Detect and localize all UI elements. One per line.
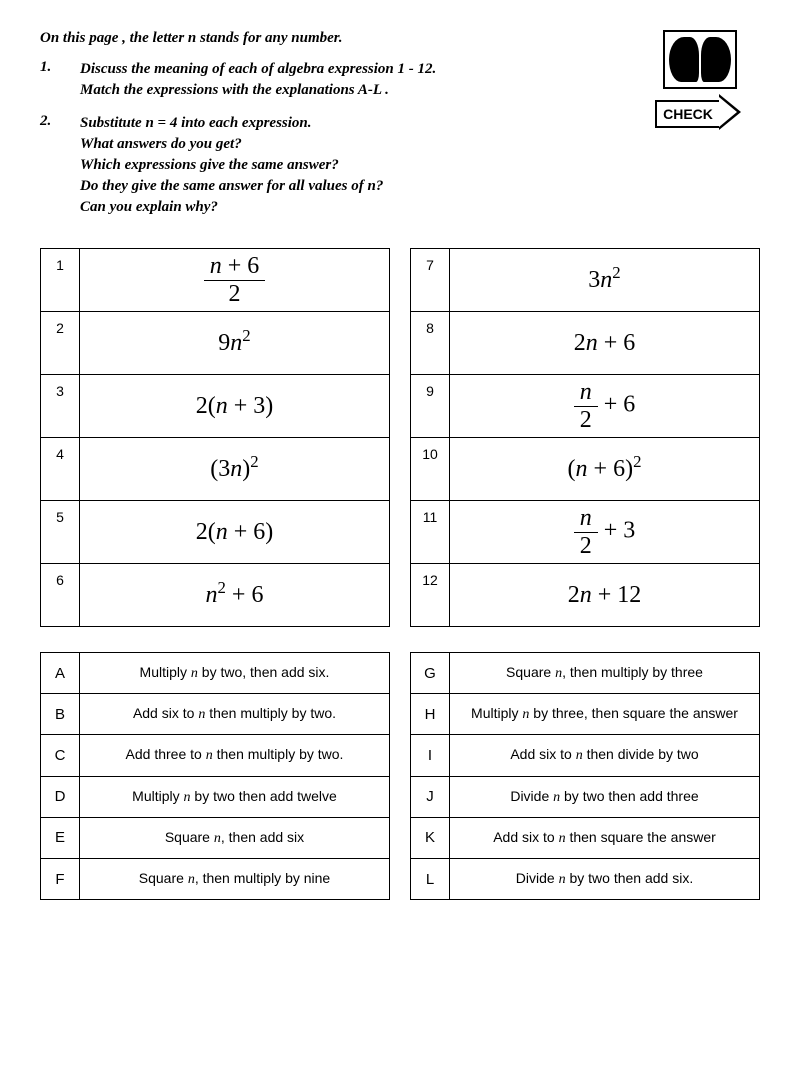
explanation-letter: G [411,653,450,694]
explanation-letter: L [411,858,450,899]
expression-number: 1 [41,249,80,312]
explanation-text: Multiply n by two then add twelve [80,776,390,817]
expression-row: 122n + 12 [411,564,760,627]
explanation-row: KAdd six to n then square the answer [411,817,760,858]
explanation-letter: D [41,776,80,817]
question-line: Do they give the same answer for all val… [80,176,760,197]
explanation-text: Add six to n then divide by two [450,735,760,776]
expression-cell: 3n2 [450,249,760,312]
explanation-text: Divide n by two then add six. [450,858,760,899]
explanation-letter: J [411,776,450,817]
expression-cell: 2(n + 3) [80,375,390,438]
explanation-letter: K [411,817,450,858]
expression-number: 11 [411,501,450,564]
check-arrow: CHECK [655,94,745,130]
question-line: Can you explain why? [80,197,760,218]
expression-row: 6n2 + 6 [41,564,390,627]
question-number: 2. [40,113,80,218]
intro-text: On this page , the letter n stands for a… [40,30,760,47]
question-number: 1. [40,59,80,101]
expression-cell: 2n + 12 [450,564,760,627]
explanation-row: HMultiply n by three, then square the an… [411,694,760,735]
expression-number: 2 [41,312,80,375]
explanation-row: ESquare n, then add six [41,817,390,858]
explanation-letter: C [41,735,80,776]
explanation-text: Add six to n then multiply by two. [80,694,390,735]
explanation-text: Square n, then add six [80,817,390,858]
expression-row: 29n2 [41,312,390,375]
explanation-text: Square n, then multiply by three [450,653,760,694]
check-label: CHECK [655,100,719,128]
explanation-row: JDivide n by two then add three [411,776,760,817]
question-row: 1.Discuss the meaning of each of algebra… [40,59,760,101]
expression-number: 8 [411,312,450,375]
expression-row: 73n2 [411,249,760,312]
explanation-text: Add three to n then multiply by two. [80,735,390,776]
expression-row: 10(n + 6)2 [411,438,760,501]
explanation-row: GSquare n, then multiply by three [411,653,760,694]
two-heads-icon [663,30,737,89]
question-line: Which expressions give the same answer? [80,155,760,176]
expression-cell: (n + 6)2 [450,438,760,501]
explanation-text: Add six to n then square the answer [450,817,760,858]
expression-number: 12 [411,564,450,627]
expression-cell: 9n2 [80,312,390,375]
explanation-letter: F [41,858,80,899]
explanation-letter: E [41,817,80,858]
expression-row: 32(n + 3) [41,375,390,438]
expressions-table-right: 73n282n + 69n2 + 610(n + 6)211n2 + 3122n… [410,248,760,627]
expression-cell: 2(n + 6) [80,501,390,564]
explanation-letter: A [41,653,80,694]
expression-row: 9n2 + 6 [411,375,760,438]
explanations-table-right: GSquare n, then multiply by threeHMultip… [410,652,760,900]
expression-number: 6 [41,564,80,627]
explanations-table-left: AMultiply n by two, then add six.BAdd si… [40,652,390,900]
expression-row: 52(n + 6) [41,501,390,564]
question-row: 2.Substitute n = 4 into each expression.… [40,113,760,218]
explanation-letter: I [411,735,450,776]
expression-number: 9 [411,375,450,438]
question-line: What answers do you get? [80,134,760,155]
expression-row: 11n2 + 3 [411,501,760,564]
expression-cell: n2 + 6 [450,375,760,438]
expression-row: 82n + 6 [411,312,760,375]
expressions-tables: 1n + 6229n232(n + 3)4(3n)252(n + 6)6n2 +… [40,248,760,627]
expression-cell: n2 + 6 [80,564,390,627]
explanation-row: IAdd six to n then divide by two [411,735,760,776]
expression-number: 7 [411,249,450,312]
expressions-table-left: 1n + 6229n232(n + 3)4(3n)252(n + 6)6n2 +… [40,248,390,627]
explanation-text: Square n, then multiply by nine [80,858,390,899]
explanation-row: AMultiply n by two, then add six. [41,653,390,694]
expression-row: 4(3n)2 [41,438,390,501]
explanation-text: Multiply n by three, then square the ans… [450,694,760,735]
explanation-row: BAdd six to n then multiply by two. [41,694,390,735]
expression-cell: (3n)2 [80,438,390,501]
explanation-row: LDivide n by two then add six. [411,858,760,899]
expression-number: 3 [41,375,80,438]
explanation-text: Multiply n by two, then add six. [80,653,390,694]
expression-number: 5 [41,501,80,564]
explanation-text: Divide n by two then add three [450,776,760,817]
top-right-graphics: CHECK [655,30,745,135]
explanation-row: CAdd three to n then multiply by two. [41,735,390,776]
explanation-letter: B [41,694,80,735]
explanations-tables: AMultiply n by two, then add six.BAdd si… [40,627,760,900]
expression-number: 10 [411,438,450,501]
explanation-letter: H [411,694,450,735]
explanation-row: FSquare n, then multiply by nine [41,858,390,899]
expression-cell: n + 62 [80,249,390,312]
expression-row: 1n + 62 [41,249,390,312]
expression-number: 4 [41,438,80,501]
explanation-row: DMultiply n by two then add twelve [41,776,390,817]
expression-cell: 2n + 6 [450,312,760,375]
expression-cell: n2 + 3 [450,501,760,564]
